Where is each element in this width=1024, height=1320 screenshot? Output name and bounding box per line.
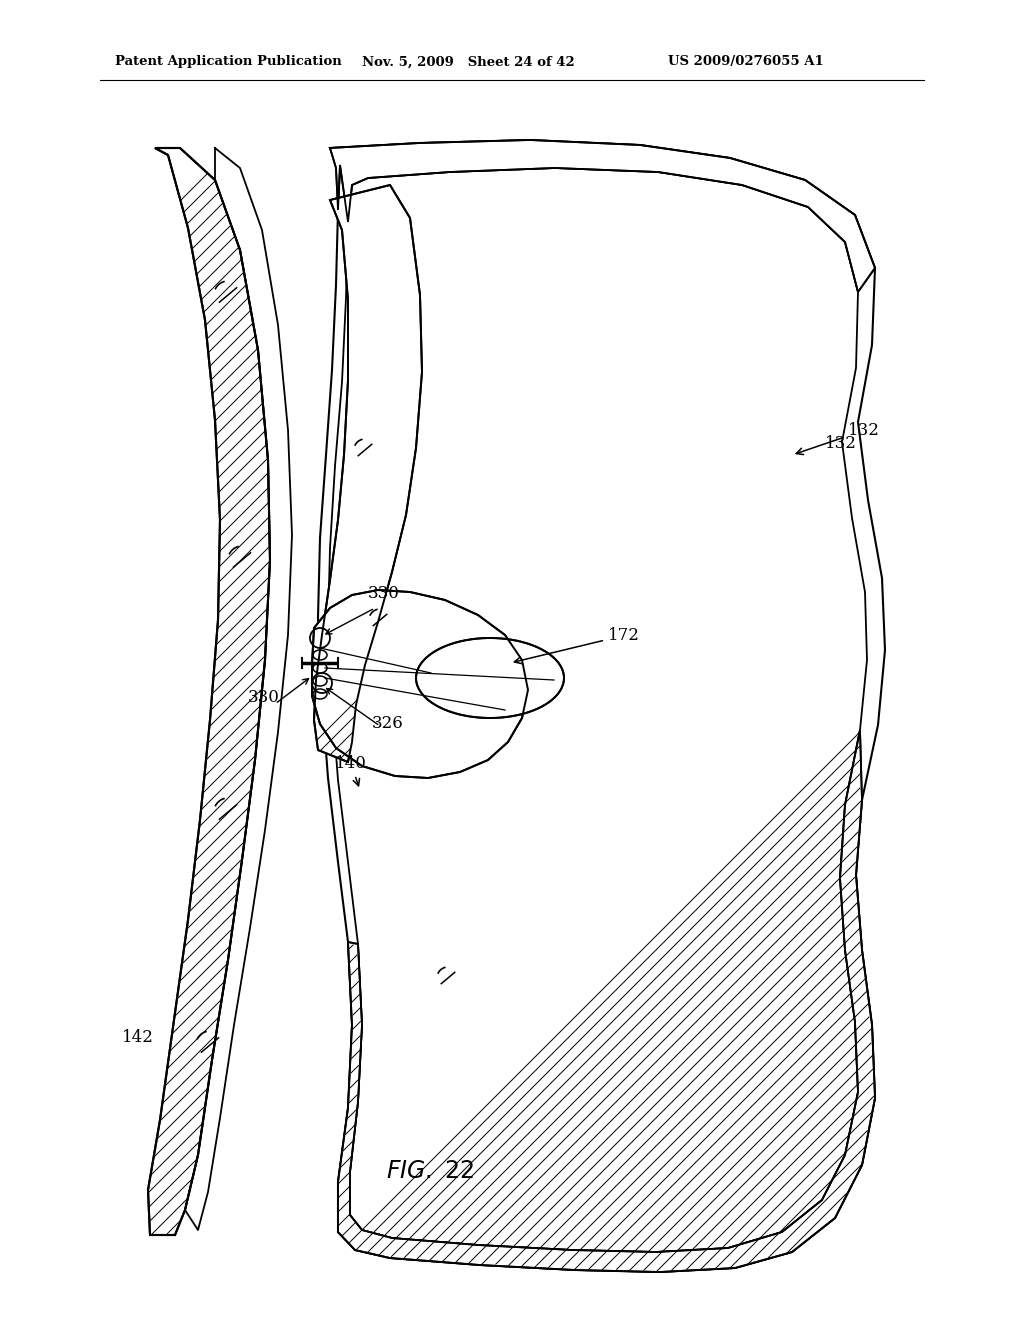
Text: 330: 330 <box>368 585 400 602</box>
Polygon shape <box>318 140 885 1272</box>
Polygon shape <box>312 590 528 777</box>
Polygon shape <box>148 148 270 1236</box>
Text: Patent Application Publication: Patent Application Publication <box>115 55 342 69</box>
Text: 140: 140 <box>335 755 367 785</box>
Text: 132: 132 <box>825 436 857 451</box>
Polygon shape <box>330 140 874 292</box>
Text: US 2009/0276055 A1: US 2009/0276055 A1 <box>668 55 823 69</box>
Text: Nov. 5, 2009   Sheet 24 of 42: Nov. 5, 2009 Sheet 24 of 42 <box>362 55 574 69</box>
Text: $\mathit{FIG.\ 22}$: $\mathit{FIG.\ 22}$ <box>386 1160 474 1183</box>
Text: 326: 326 <box>372 715 403 733</box>
Text: 330: 330 <box>248 689 280 706</box>
Text: 132: 132 <box>797 422 880 454</box>
Text: 142: 142 <box>122 1030 154 1045</box>
Text: 172: 172 <box>514 627 640 664</box>
Polygon shape <box>314 185 422 762</box>
Polygon shape <box>338 730 874 1272</box>
Polygon shape <box>416 638 564 718</box>
